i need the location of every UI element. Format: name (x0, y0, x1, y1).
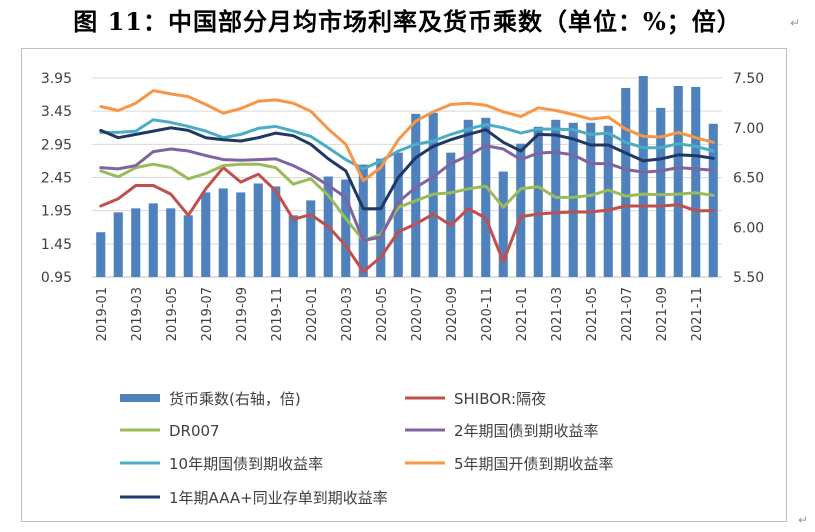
bar (586, 122, 596, 278)
x-axis-tick-label: 2019-03 (130, 287, 145, 341)
x-axis-tick-label: 2019-05 (165, 287, 180, 341)
series-line (99, 126, 715, 211)
legend-label: 2年期国债到期收益率 (454, 422, 599, 440)
series-line (99, 166, 715, 274)
bar (446, 152, 456, 277)
corner-mark: ↵ (798, 513, 809, 527)
bar (113, 212, 123, 277)
bar (148, 203, 158, 277)
x-axis-tick-label: 2020-05 (375, 287, 390, 341)
x-axis-tick-label: 2021-03 (550, 287, 565, 341)
x-axis-tick-label: 2020-01 (305, 287, 320, 341)
x-axis-tick-label: 2019-07 (200, 287, 215, 341)
x-axis-tick-label: 2021-11 (690, 287, 705, 341)
legend-label: DR007 (169, 422, 220, 440)
bar (673, 85, 683, 278)
x-axis-tick-label: 2019-11 (270, 287, 285, 341)
bar (306, 200, 316, 277)
right-axis-tick-label: 5.50 (733, 270, 764, 286)
x-axis-tick-label: 2020-09 (445, 287, 460, 341)
legend-label: 5年期国开债到期收益率 (454, 455, 614, 473)
bar (131, 208, 141, 277)
series-line (99, 89, 715, 183)
chart-frame (21, 48, 787, 522)
bar (463, 119, 473, 277)
x-axis-tick-label: 2021-07 (620, 287, 635, 341)
bar (533, 126, 543, 277)
legend-label: 10年期国债到期收益率 (169, 455, 323, 473)
legend-label: 1年期AAA+同业存单到期收益率 (169, 489, 388, 507)
bar (271, 186, 281, 277)
bar (218, 188, 228, 277)
left-axis-tick-label: 3.95 (41, 71, 72, 87)
bar (358, 164, 368, 277)
left-axis-tick-label: 2.45 (41, 171, 72, 187)
left-axis-tick-label: 3.45 (41, 104, 72, 120)
bar (183, 215, 193, 277)
bar (411, 113, 421, 277)
x-axis-tick-label: 2019-01 (95, 287, 110, 341)
bar (691, 86, 701, 277)
bar (498, 171, 508, 277)
series-line (99, 118, 715, 171)
legend-swatch (120, 394, 160, 402)
left-axis-tick-label: 1.95 (41, 204, 72, 220)
bar (341, 179, 351, 277)
bar (621, 87, 631, 277)
bar (393, 152, 403, 277)
left-axis-tick-label: 2.95 (41, 137, 72, 153)
bar (376, 158, 386, 277)
x-axis-tick-label: 2020-03 (340, 287, 355, 341)
bar (96, 232, 106, 277)
bar (288, 215, 298, 277)
right-axis-tick-label: 6.50 (733, 171, 764, 187)
bar (603, 125, 613, 277)
chart-title: 图 11：中国部分月均市场利率及货币乘数（单位：%；倍） (73, 7, 742, 36)
left-axis-tick-label: 0.95 (41, 270, 72, 286)
x-axis-tick-label: 2019-09 (235, 287, 250, 341)
bar (568, 122, 578, 278)
bar (656, 107, 666, 277)
bar (516, 143, 526, 277)
corner-mark: ↵ (790, 16, 801, 30)
legend-label: SHIBOR:隔夜 (454, 390, 546, 408)
bar (481, 117, 491, 277)
bar (201, 192, 211, 277)
series-line (99, 162, 715, 242)
bar (166, 208, 176, 277)
right-axis-tick-label: 6.00 (733, 220, 764, 236)
x-axis-tick-label: 2020-07 (410, 287, 425, 341)
bar (708, 123, 718, 278)
x-axis-tick-label: 2020-11 (480, 287, 495, 341)
legend-label: 货币乘数(右轴，倍) (169, 390, 301, 408)
right-axis-tick-label: 7.00 (733, 121, 764, 137)
bar (638, 76, 648, 277)
bar (236, 192, 246, 277)
x-axis-tick-label: 2021-05 (585, 287, 600, 341)
left-axis-tick-label: 1.45 (41, 237, 72, 253)
x-axis-tick-label: 2021-09 (655, 287, 670, 341)
bar (253, 183, 263, 277)
series-line (99, 144, 715, 242)
x-axis-tick-label: 2021-01 (515, 287, 530, 341)
right-axis-tick-label: 7.50 (733, 71, 764, 87)
